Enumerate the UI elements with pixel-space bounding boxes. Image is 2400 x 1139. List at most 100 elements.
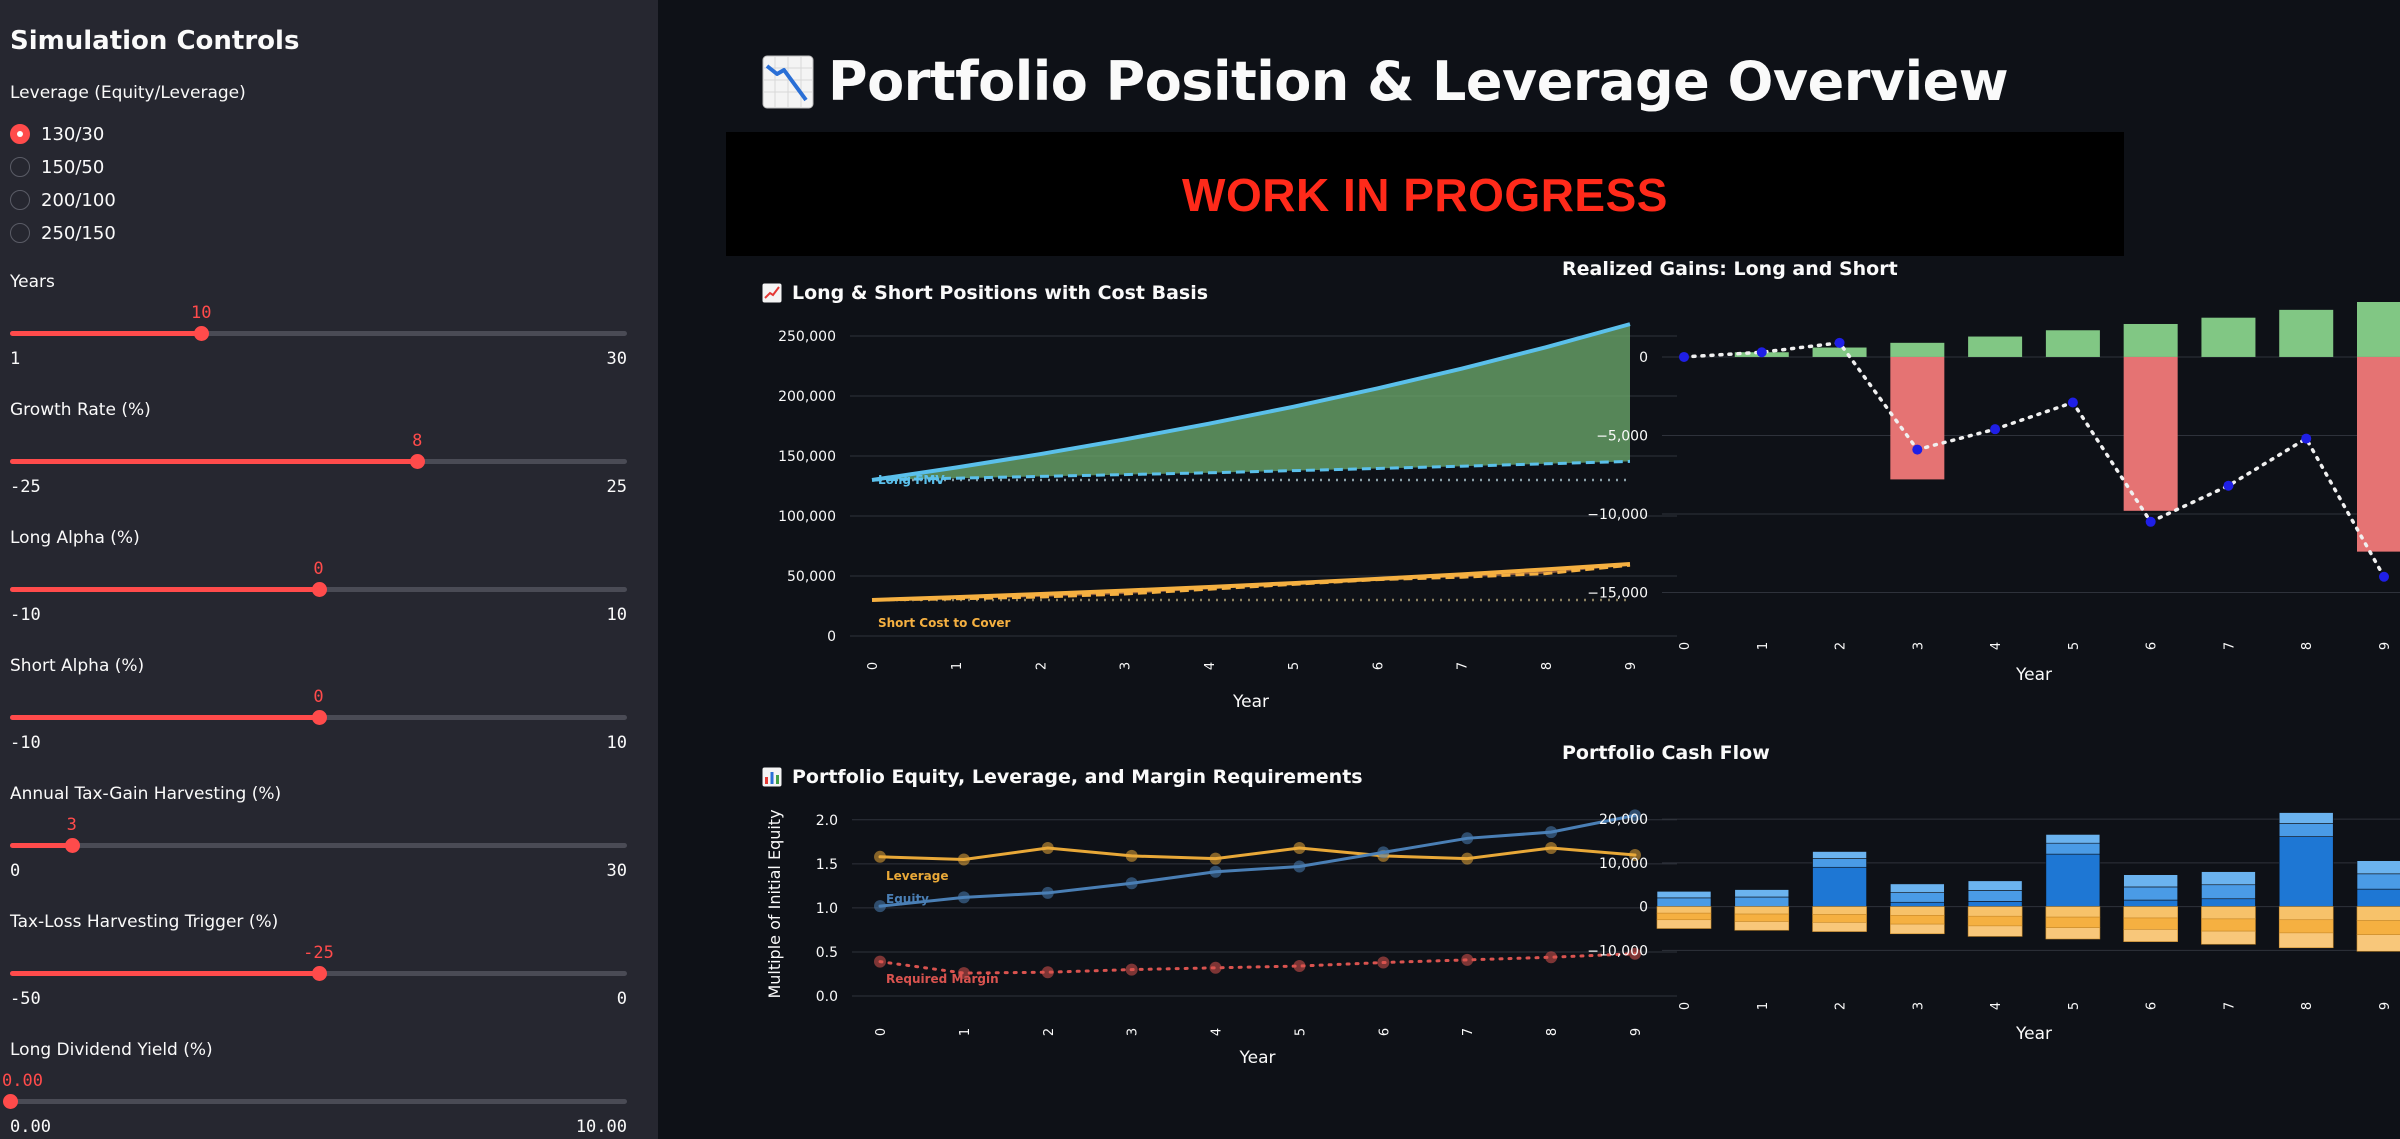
series-point: [1293, 860, 1306, 873]
y-tick-label: 0: [1639, 900, 1648, 916]
x-tick-label: 6: [1371, 662, 1386, 670]
slider-value: 3: [66, 815, 77, 835]
slider-value: 0: [313, 559, 324, 579]
long-gain-bar: [2357, 302, 2400, 357]
x-axis-label: Year: [2015, 1024, 2052, 1044]
long-gain-bar: [2201, 317, 2256, 357]
y-tick-label: 0.5: [816, 945, 838, 961]
cashflow-inflow-bar: [2356, 860, 2400, 875]
x-tick-label: 3: [1911, 642, 1926, 650]
slider-0[interactable]: 10 1 30: [10, 303, 627, 369]
slider-3[interactable]: 0 -10 10: [10, 687, 627, 753]
x-tick-label: 9: [1629, 1028, 1644, 1036]
x-tick-label: 3: [1126, 1028, 1141, 1036]
series-point: [1629, 947, 1641, 960]
cashflow-inflow-bar: [1656, 891, 1712, 899]
slider-fill: [10, 971, 319, 976]
y-tick-label: 250,000: [778, 329, 836, 345]
x-tick-label: 9: [1624, 662, 1639, 670]
series-point: [1041, 842, 1054, 854]
radio-button-icon[interactable]: [10, 223, 30, 243]
cashflow-inflow-bar: [2201, 884, 2256, 900]
slider-6[interactable]: 0.00 0.00 10.00: [2, 1071, 627, 1137]
leverage-option-label: 250/150: [41, 222, 116, 244]
leverage-option-130-30[interactable]: 130/30: [10, 121, 104, 147]
cashflow-outflow-bar: [1890, 923, 1945, 935]
cashflow-outflow-bar: [2201, 918, 2256, 932]
slider-min: 0.00: [10, 1117, 51, 1137]
leverage-label: Leverage (Equity/Leverage): [10, 83, 246, 103]
net-gain-point: [1990, 424, 2001, 435]
leverage-option-250-150[interactable]: 250/150: [10, 220, 116, 246]
slider-max: 25: [606, 477, 627, 497]
x-tick-label: 5: [1287, 662, 1302, 670]
cashflow-inflow-bar: [1812, 858, 1867, 868]
x-tick-label: 5: [1293, 1028, 1308, 1036]
radio-button-icon[interactable]: [10, 157, 30, 177]
series-point: [1629, 849, 1641, 862]
slider-2[interactable]: 0 -10 10: [10, 559, 627, 625]
slider-4[interactable]: 3 0 30: [10, 815, 627, 881]
page-title: Portfolio Position & Leverage Overview: [762, 50, 2009, 113]
cashflow-outflow-bar: [2356, 906, 2400, 921]
slider-track[interactable]: [10, 331, 627, 336]
cashflow-inflow-bar: [1890, 901, 1945, 907]
slider-thumb[interactable]: [64, 838, 80, 853]
equity-chart-title: Portfolio Equity, Leverage, and Margin R…: [762, 766, 1363, 788]
slider-1[interactable]: 8 -25 25: [10, 431, 627, 497]
slider-label: Years: [10, 272, 55, 292]
slider-thumb[interactable]: [3, 1094, 18, 1109]
leverage-option-200-100[interactable]: 200/100: [10, 187, 116, 213]
cashflow-outflow-bar: [1734, 921, 1790, 931]
radio-button-icon[interactable]: [10, 190, 30, 210]
slider-value: -25: [303, 943, 334, 963]
cashflow-outflow-bar: [1967, 915, 2023, 927]
series-point: [1629, 809, 1641, 822]
y-tick-label: 20,000: [1599, 812, 1648, 828]
cashflow-chart-title-text: Portfolio Cash Flow: [1562, 742, 1770, 764]
cashflow-outflow-bar: [1812, 906, 1867, 915]
cashflow-outflow-bar: [1656, 919, 1712, 929]
work-in-progress-banner: WORK IN PROGRESS: [726, 132, 2124, 256]
slider-5[interactable]: -25 -50 0: [10, 943, 627, 1009]
series-point: [874, 955, 886, 968]
cashflow-outflow-bar: [2356, 934, 2400, 952]
x-tick-label: 0: [866, 662, 881, 670]
y-tick-label: 150,000: [778, 449, 836, 465]
cashflow-inflow-bar: [2045, 853, 2101, 907]
series-line-1: [878, 813, 1637, 908]
long-gain-bar: [2123, 323, 2178, 357]
slider-thumb[interactable]: [311, 582, 327, 597]
slider-thumb[interactable]: [194, 326, 210, 341]
positions-chart-title: Long & Short Positions with Cost Basis: [762, 282, 1208, 304]
slider-thumb[interactable]: [311, 710, 327, 725]
slider-min: 1: [10, 349, 21, 369]
slider-track[interactable]: [10, 843, 627, 848]
x-tick-label: 4: [1989, 642, 2004, 650]
gains-chart-title-text: Realized Gains: Long and Short: [1562, 258, 1898, 280]
cashflow-outflow-bar: [2278, 906, 2334, 921]
slider-thumb[interactable]: [311, 966, 327, 981]
slider-track[interactable]: [10, 1099, 627, 1104]
cashflow-inflow-bar: [1656, 897, 1712, 907]
series-point: [1041, 966, 1054, 979]
y-tick-label: −10,000: [1587, 943, 1648, 959]
cashflow-chart-title: Portfolio Cash Flow: [1562, 742, 1770, 764]
series-point: [1209, 865, 1222, 878]
y-tick-label: −15,000: [1587, 585, 1648, 601]
x-tick-label: 9: [2378, 1002, 2393, 1010]
radio-button-icon[interactable]: [10, 124, 30, 144]
y-tick-label: −5,000: [1596, 428, 1648, 444]
leverage-option-150-50[interactable]: 150/50: [10, 154, 104, 180]
gains-chart-title: Realized Gains: Long and Short: [1562, 258, 1898, 280]
long-fmv-annotation: Long FMV: [878, 473, 945, 487]
y-tick-label: 1.0: [816, 901, 838, 917]
slider-min: -50: [10, 989, 41, 1009]
slider-thumb[interactable]: [410, 454, 426, 469]
x-tick-label: 6: [1377, 1028, 1392, 1036]
short-loss-bar: [2357, 356, 2400, 552]
cashflow-outflow-bar: [2045, 916, 2101, 928]
cashflow-outflow-bar: [2356, 920, 2400, 935]
cashflow-inflow-bar: [1967, 901, 2023, 907]
cashflow-inflow-bar: [1967, 890, 2023, 902]
